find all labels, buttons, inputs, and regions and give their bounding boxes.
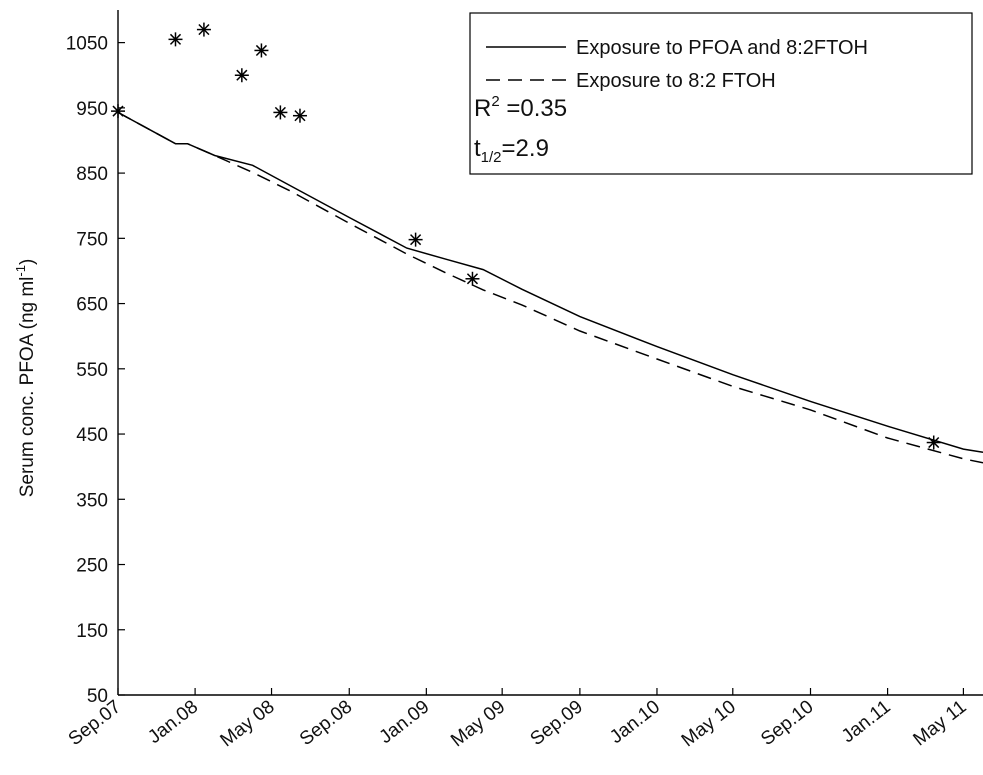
x-tick-label: Jan.11 (838, 696, 895, 747)
r-squared-annotation: R2 =0.35 (474, 93, 567, 122)
y-axis-title-end: ) (17, 259, 38, 265)
x-tick-label: Sep.10 (757, 696, 817, 750)
y-axis-title-sup: -1 (13, 265, 28, 277)
r-squared-value: =0.35 (500, 95, 567, 122)
observed-point (254, 43, 269, 58)
observed-point (273, 105, 288, 120)
x-tick-label: Jan.08 (144, 696, 202, 748)
observed-point (926, 435, 941, 450)
y-tick-label: 450 (76, 425, 108, 446)
series-line-2 (117, 111, 983, 464)
y-tick-label: 1050 (66, 34, 108, 55)
x-tick-label: Sep.09 (527, 696, 587, 750)
y-tick-label: 750 (76, 229, 108, 250)
x-tick-label: May 10 (678, 696, 740, 751)
y-tick-label: 250 (76, 556, 108, 577)
r-squared-label: R (474, 95, 491, 122)
half-life-label: t (474, 135, 481, 162)
observed-point-stroke (274, 106, 286, 118)
observed-point-stroke (236, 69, 248, 81)
series-layer (117, 111, 983, 464)
legend-box (469, 12, 973, 175)
observed-point (408, 232, 423, 247)
y-axis-title-main: Serum conc. PFOA (ng ml (17, 277, 38, 498)
x-tick-label: May 09 (447, 696, 509, 751)
y-tick-label: 50 (87, 686, 108, 707)
observed-point-stroke (466, 273, 479, 285)
y-axis-title: Serum conc. PFOA (ng ml-1) (13, 259, 38, 498)
observed-point-stroke (928, 436, 940, 449)
x-tick-label: Jan.09 (376, 696, 434, 748)
observed-point (234, 68, 249, 83)
half-life-annotation: t1/2=2.9 (474, 135, 549, 166)
observed-point-stroke (255, 44, 267, 57)
observed-point (465, 271, 480, 286)
x-tick-label: Sep.08 (296, 696, 356, 750)
half-life-value: =2.9 (502, 135, 549, 162)
y-tick-label: 550 (76, 360, 108, 381)
x-tick-label: May 08 (217, 696, 279, 751)
observed-point-stroke (410, 234, 422, 246)
half-life-sub: 1/2 (481, 149, 502, 166)
x-tick-label: May 11 (910, 696, 971, 750)
y-tick-label: 650 (76, 295, 108, 316)
legend: Exposure to PFOA and 8:2FTOH Exposure to… (469, 12, 973, 175)
legend-label-dashed: Exposure to 8:2 FTOH (576, 70, 776, 92)
observed-point-stroke (198, 24, 210, 36)
observed-point (292, 108, 307, 123)
y-tick-label: 150 (76, 621, 108, 642)
y-tick-label: 850 (76, 164, 108, 185)
observed-point (196, 22, 211, 37)
observed-point (168, 32, 183, 47)
observed-point-stroke (294, 110, 306, 122)
r-squared-sup: 2 (491, 93, 499, 110)
observed-point-stroke (169, 33, 182, 45)
x-tick-label: Jan.10 (606, 696, 664, 748)
y-tick-label: 350 (76, 490, 108, 511)
legend-label-solid: Exposure to PFOA and 8:2FTOH (576, 37, 868, 59)
series-line-1 (117, 111, 983, 454)
y-tick-label: 950 (76, 99, 108, 120)
